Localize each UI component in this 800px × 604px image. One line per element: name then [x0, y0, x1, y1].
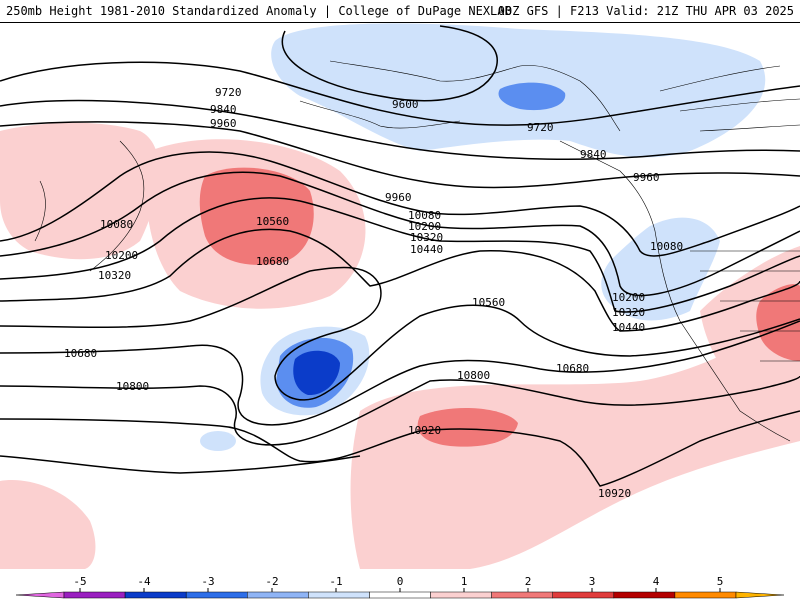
colorbar-tick-label: -1 [329, 575, 343, 588]
contour-10920-lower [0, 455, 361, 474]
model-run-info: 00Z GFS | F213 Valid: 21Z THU APR 03 202… [497, 4, 794, 18]
colorbar-tick-label: -5 [73, 575, 87, 588]
contour-label: 10440 [410, 243, 443, 256]
colorbar-segment [247, 591, 309, 599]
contour-label: 9840 [580, 148, 607, 161]
colorbar-tick-label: 2 [524, 575, 532, 588]
contour-label: 10320 [410, 231, 443, 244]
colorbar-segment [369, 591, 431, 599]
anomaly-shading [0, 23, 800, 569]
colorbar-tick-label: -3 [201, 575, 215, 588]
colorbar-tick-label: 0 [396, 575, 404, 588]
colorbar-tick-label: 5 [716, 575, 724, 588]
colorbar-segment [674, 591, 737, 599]
contour-label: 9960 [385, 191, 412, 204]
contour-label: 10560 [256, 215, 289, 228]
colorbar-segment [185, 591, 248, 599]
coastlines [34, 60, 800, 442]
colorbar-tick-label: -2 [265, 575, 279, 588]
contour-label: 10080 [100, 218, 133, 231]
contour-label: 10200 [612, 291, 645, 304]
map-svg: 9720 9840 9960 9600 9720 9840 9960 9960 … [0, 23, 800, 569]
contour-10440 [0, 228, 800, 332]
contour-10080 [0, 151, 800, 257]
contour-label: 10200 [105, 249, 138, 262]
contour-label: 9960 [633, 171, 660, 184]
colorbar-segments [15, 591, 785, 599]
colorbar-ticks [79, 588, 721, 592]
positive-anomaly-subtropics [350, 301, 800, 569]
colorbar-segment [735, 591, 785, 599]
map-title: 250mb Height 1981-2010 Standardized Anom… [6, 4, 512, 18]
negative-anomaly-alaska-core [498, 82, 566, 111]
negative-anomaly-low-core [293, 350, 340, 396]
contour-label: 10320 [98, 269, 131, 282]
colorbar-tick-label: -4 [137, 575, 151, 588]
contour-10800 [0, 375, 800, 446]
colorbar-segment [15, 591, 65, 599]
contour-label: 9960 [210, 117, 237, 130]
contour-label: 10080 [650, 240, 683, 253]
contour-label: 10440 [612, 321, 645, 334]
contour-label: 9720 [527, 121, 554, 134]
colorbar-segment [613, 591, 676, 599]
contour-label: 10680 [256, 255, 289, 268]
colorbar-segment [552, 591, 615, 599]
contour-label: 10800 [116, 380, 149, 393]
height-contours [0, 25, 800, 487]
colorbar-segment [308, 591, 370, 599]
contour-label: 9600 [392, 98, 419, 111]
contour-label: 10800 [457, 369, 490, 382]
contour-10200 [0, 171, 800, 297]
negative-anomaly-small [200, 431, 236, 451]
positive-anomaly-swus [700, 246, 800, 415]
contour-9960 [0, 121, 800, 189]
positive-anomaly-southwest [0, 480, 96, 569]
contour-labels: 9720 9840 9960 9600 9720 9840 9960 9960 … [64, 86, 683, 500]
contour-label: 10680 [556, 362, 589, 375]
contour-9720 [0, 61, 800, 126]
positive-anomaly-centralpac-core [199, 167, 314, 265]
colorbar-tick-label: 1 [460, 575, 468, 588]
contour-10320 [0, 197, 800, 313]
contour-label: 10080 [408, 209, 441, 222]
contour-10680 [0, 320, 800, 426]
contour-label: 10920 [408, 424, 441, 437]
contour-label: 10320 [612, 306, 645, 319]
contour-9840 [0, 99, 800, 161]
contour-10920 [0, 410, 800, 487]
contour-9600 [281, 25, 498, 102]
colorbar-svg [15, 588, 785, 599]
contour-label: 10680 [64, 347, 97, 360]
positive-anomaly-swus-core [756, 284, 800, 361]
colorbar-tick-label: 4 [652, 575, 660, 588]
colorbar-segment [63, 591, 126, 599]
colorbar [0, 570, 800, 600]
contour-label: 9720 [215, 86, 242, 99]
colorbar-segment [491, 591, 553, 599]
map-header: 250mb Height 1981-2010 Standardized Anom… [0, 0, 800, 22]
contour-label: 10200 [408, 220, 441, 233]
colorbar-tick-label: 3 [588, 575, 596, 588]
anomaly-map: 9720 9840 9960 9600 9720 9840 9960 9960 … [0, 22, 800, 572]
positive-anomaly-subtropics-core [417, 407, 518, 447]
contour-label: 9840 [210, 103, 237, 116]
positive-anomaly-asia [0, 122, 159, 260]
colorbar-segment [430, 591, 492, 599]
contour-label: 10920 [598, 487, 631, 500]
contour-label: 10560 [472, 296, 505, 309]
colorbar-segment [124, 591, 187, 599]
contour-10560 [0, 266, 800, 401]
